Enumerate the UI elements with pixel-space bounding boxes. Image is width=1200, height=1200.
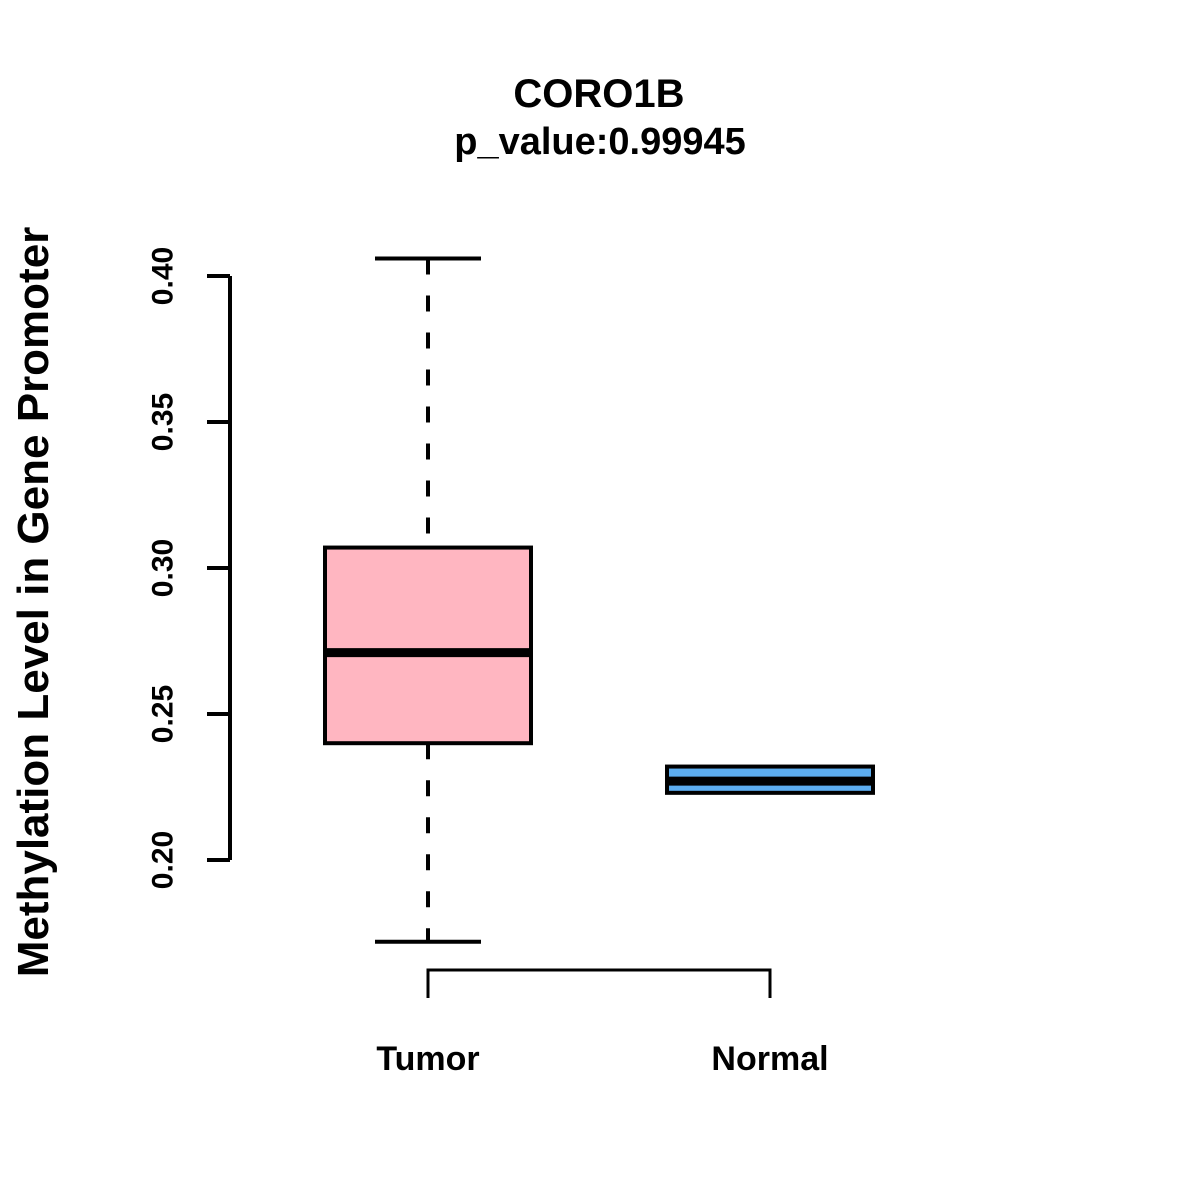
x-axis-bracket: [426, 968, 772, 998]
x-category-label-tumor: Tumor: [376, 1040, 480, 1078]
x-category-label-normal: Normal: [711, 1040, 829, 1078]
y-tick-label: 0.20: [147, 831, 180, 889]
chart-title: CORO1B: [513, 72, 685, 116]
chart-subtitle-pvalue: p_value:0.99945: [454, 121, 746, 163]
y-tick-label: 0.35: [147, 393, 180, 451]
y-tick-label: 0.25: [147, 685, 180, 743]
box-tumor: [323, 545, 533, 746]
y-tick-label: 0.40: [147, 247, 180, 305]
y-tick-label: 0.30: [147, 539, 180, 597]
